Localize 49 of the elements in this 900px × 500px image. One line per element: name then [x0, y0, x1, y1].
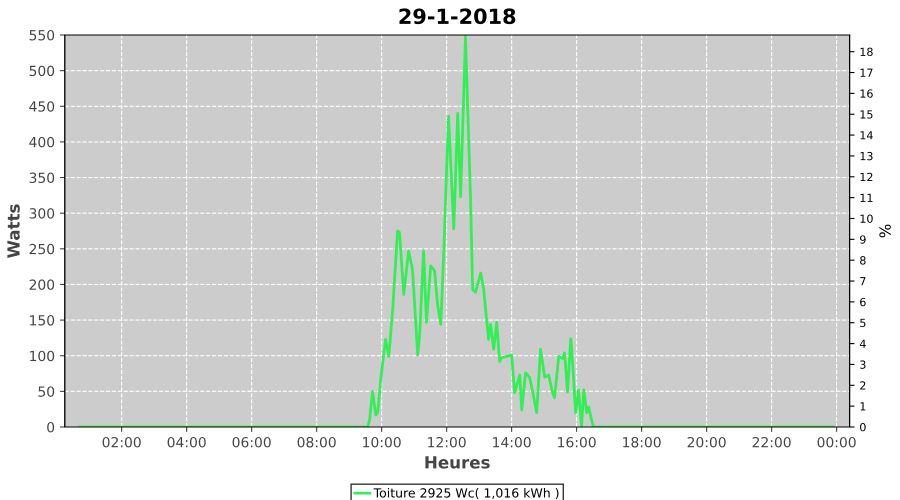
x-tick-label: 04:00 — [168, 436, 206, 448]
y-axis-title: Watts — [7, 204, 20, 258]
y2-tick-label: 7 — [860, 277, 866, 286]
x-tick-label: 22:00 — [752, 436, 791, 448]
x-tick-label: 02:00 — [102, 436, 141, 448]
y2-tick-label: 9 — [860, 235, 866, 244]
y2-tick-label: 10 — [860, 214, 873, 223]
y2-tick-label: 18 — [860, 48, 873, 56]
x-tick-label: 06:00 — [232, 436, 271, 448]
y2-tick-label: 6 — [860, 298, 866, 306]
x-tick-label: 12:00 — [428, 436, 466, 448]
y2-tick-label: 2 — [860, 381, 866, 390]
y-tick-label: 450 — [29, 101, 54, 112]
y2-tick-label: 5 — [860, 318, 866, 328]
y2-tick-label: 14 — [860, 131, 873, 140]
y-tick-label: 100 — [30, 350, 54, 362]
y2-tick-label: 0 — [860, 422, 866, 432]
y-tick-label: 50 — [38, 386, 54, 397]
y-tick-label: 0 — [47, 422, 54, 432]
chart-title: 29-1-2018 — [399, 8, 516, 24]
y2-tick-label: 16 — [860, 89, 873, 98]
x-tick-label: 00:00 — [818, 436, 856, 448]
y-tick-label: 150 — [30, 315, 54, 326]
y2-tick-label: 8 — [860, 256, 866, 265]
y2-tick-label: 3 — [860, 360, 866, 369]
x-tick-label: 14:00 — [493, 436, 531, 448]
y2-tick-label: 15 — [860, 110, 872, 119]
y-tick-label: 300 — [30, 208, 54, 219]
y2-tick-label: 1 — [860, 402, 866, 410]
y-tick-label: 550 — [30, 30, 54, 40]
y-tick-label: 200 — [30, 279, 54, 290]
y-tick-label: 500 — [30, 66, 54, 76]
legend-label: Toiture 2925 Wc( 1,016 kWh ) — [374, 488, 558, 500]
x-tick-label: 18:00 — [623, 436, 661, 448]
y-tick-label: 400 — [29, 136, 54, 148]
line-series — [78, 35, 834, 427]
y2-tick-label: 11 — [860, 194, 872, 202]
y-tick-label: 350 — [30, 172, 54, 184]
x-axis-title: Heures — [425, 456, 490, 469]
x-tick-label: 08:00 — [298, 436, 336, 448]
y2-tick-label: 17 — [860, 68, 873, 77]
y2-tick-label: 13 — [860, 152, 873, 160]
x-tick-label: 16:00 — [558, 436, 596, 448]
y2-tick-label: 12 — [860, 172, 872, 182]
y2-axis-title: % — [879, 224, 891, 238]
y-tick-label: 250 — [30, 244, 54, 254]
x-tick-label: 10:00 — [363, 436, 401, 448]
x-tick-label: 20:00 — [688, 436, 726, 448]
y2-tick-label: 4 — [860, 340, 866, 348]
